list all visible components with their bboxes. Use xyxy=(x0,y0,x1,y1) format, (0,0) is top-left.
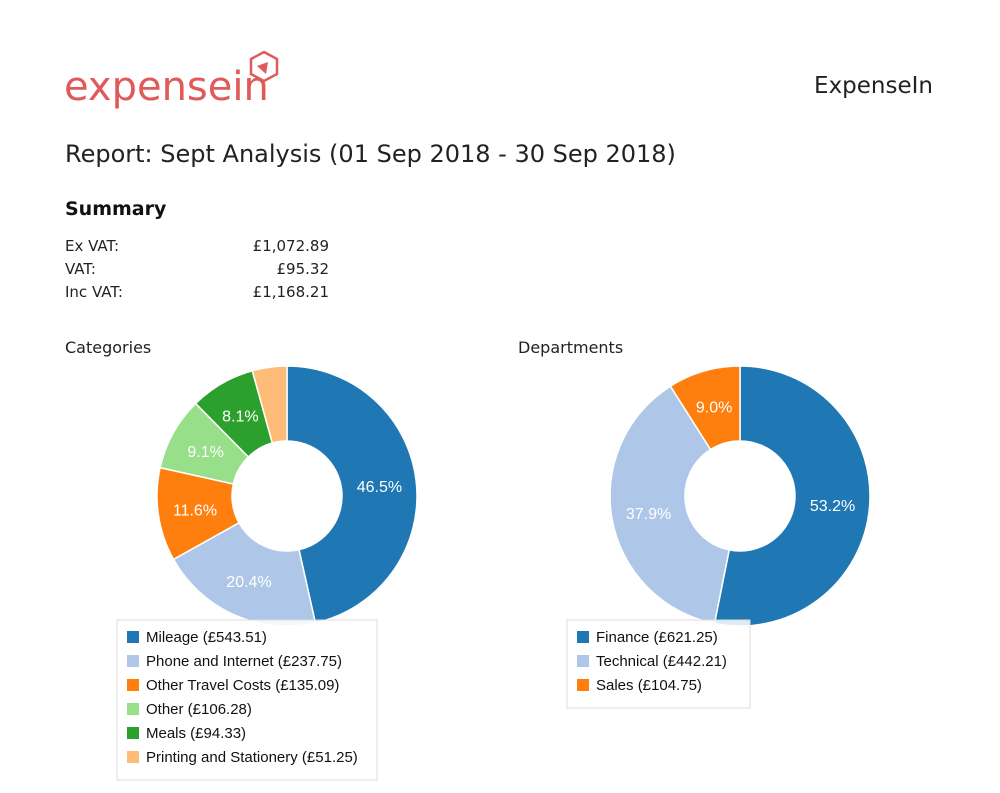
legend-swatch xyxy=(127,703,139,715)
legend-swatch xyxy=(127,727,139,739)
slice-label: 53.2% xyxy=(810,498,855,515)
summary-label: Ex VAT: xyxy=(65,237,119,255)
legend-swatch xyxy=(127,631,139,643)
slice-label: 9.1% xyxy=(187,444,223,461)
legend-label: Other (£106.28) xyxy=(146,701,252,718)
legend-label: Meals (£94.33) xyxy=(146,725,246,742)
summary-value: £1,168.21 xyxy=(253,283,329,301)
slice-label: 46.5% xyxy=(357,479,402,496)
donut-slice xyxy=(286,365,418,624)
chart-title: Departments xyxy=(518,338,623,357)
summary-value: £1,072.89 xyxy=(253,237,329,255)
legend-label: Printing and Stationery (£51.25) xyxy=(146,749,358,766)
legend-label: Sales (£104.75) xyxy=(596,677,702,694)
donut-slice xyxy=(251,365,288,444)
summary-value: £95.32 xyxy=(277,260,330,278)
logo: expensein xyxy=(64,64,269,110)
legend-swatch xyxy=(127,655,139,667)
slice-label: 11.6% xyxy=(173,502,217,519)
report-title: Report: Sept Analysis (01 Sep 2018 - 30 … xyxy=(65,140,676,168)
chart-title: Categories xyxy=(65,338,151,357)
slice-label: 9.0% xyxy=(696,400,732,417)
logo-icon xyxy=(249,50,279,83)
legend-swatch xyxy=(577,631,589,643)
donut-slice xyxy=(713,365,871,627)
legend-swatch xyxy=(577,655,589,667)
donut-slice xyxy=(669,365,741,451)
company-name: ExpenseIn xyxy=(814,73,933,99)
legend-box xyxy=(566,619,751,709)
legend-swatch xyxy=(127,679,139,691)
legend-swatch xyxy=(577,679,589,691)
legend-label: Phone and Internet (£237.75) xyxy=(146,653,342,670)
legend-label: Finance (£621.25) xyxy=(596,629,718,646)
donut-slice xyxy=(609,385,731,625)
legend-box xyxy=(116,619,378,781)
slice-label: 20.4% xyxy=(226,574,271,591)
slice-label: 37.9% xyxy=(626,506,671,523)
summary-label: VAT: xyxy=(65,260,96,278)
legend-swatch xyxy=(127,751,139,763)
legend-label: Other Travel Costs (£135.09) xyxy=(146,677,339,694)
summary-title: Summary xyxy=(65,198,167,220)
legend-label: Mileage (£543.51) xyxy=(146,629,267,646)
legend-label: Technical (£442.21) xyxy=(596,653,727,670)
summary-label: Inc VAT: xyxy=(65,283,123,301)
slice-label: 8.1% xyxy=(222,409,258,426)
